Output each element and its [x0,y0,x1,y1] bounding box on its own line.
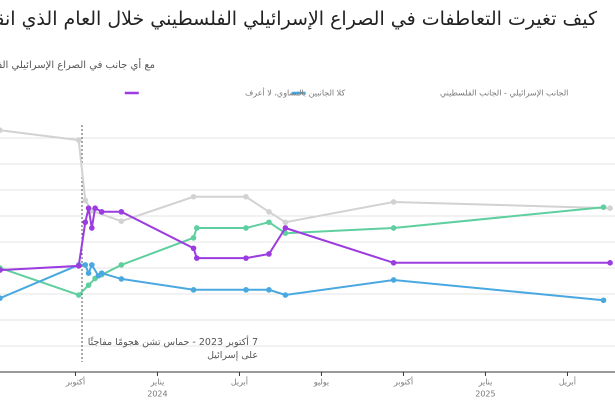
x-tick-label: أبريل [231,377,248,387]
point [190,245,197,252]
point [282,219,289,226]
legend-label: الجانب الإسرائيلي - الجانب الفلسطيني [440,89,568,99]
point [82,262,89,268]
point [89,225,95,231]
line-series [0,206,611,272]
chart-subtitle: مع أي جانب في الصراع الإسرائيلي الفلسطين… [0,60,155,71]
point [98,209,105,215]
point [390,199,397,205]
x-tick-label: يوليو [313,378,329,387]
point [390,260,397,266]
point [82,219,89,226]
point [118,276,125,282]
x-tick-label: أكتوبر [65,377,85,387]
point [75,137,82,143]
chart-title: كيف تغيرت التعاطفات في الصراع الإسرائيلي… [0,8,597,30]
annotation: 7 أكتوبر 2023 - حماس تشن هجومًا مفاجئًا … [87,337,258,361]
point [98,270,105,277]
point [600,297,607,304]
point [89,262,95,268]
point [82,197,89,204]
x-tick-label: أبريل [559,377,576,387]
point [118,218,125,224]
point [266,219,272,226]
point [243,255,249,261]
point [243,225,249,231]
x-tick-label: يناير [478,378,493,387]
point [266,209,272,215]
year-label: 2024 [147,390,167,399]
point [85,270,92,277]
point [85,282,92,288]
x-tick-label: يناير [150,378,165,387]
point [190,193,197,200]
point [607,260,613,266]
point [190,235,197,241]
year-label: 2025 [475,390,495,399]
point [390,225,397,231]
point [75,292,82,298]
point [85,205,92,211]
point [190,287,197,293]
point [243,193,249,200]
point [92,205,98,211]
point [266,251,272,257]
point [194,255,200,261]
point [282,225,289,231]
point [75,263,82,269]
point [0,267,3,273]
point [0,127,3,133]
point [282,292,289,298]
point [266,287,272,293]
point [118,262,125,268]
legend-label: كلا الجانبين بالتساوي، لا أعرف [245,88,345,98]
point [390,277,397,283]
point [194,225,200,231]
point [607,205,613,211]
point [118,209,125,215]
x-tick-label: أكتوبر [393,377,413,387]
point [0,295,3,301]
point [600,204,607,210]
point [243,287,249,293]
